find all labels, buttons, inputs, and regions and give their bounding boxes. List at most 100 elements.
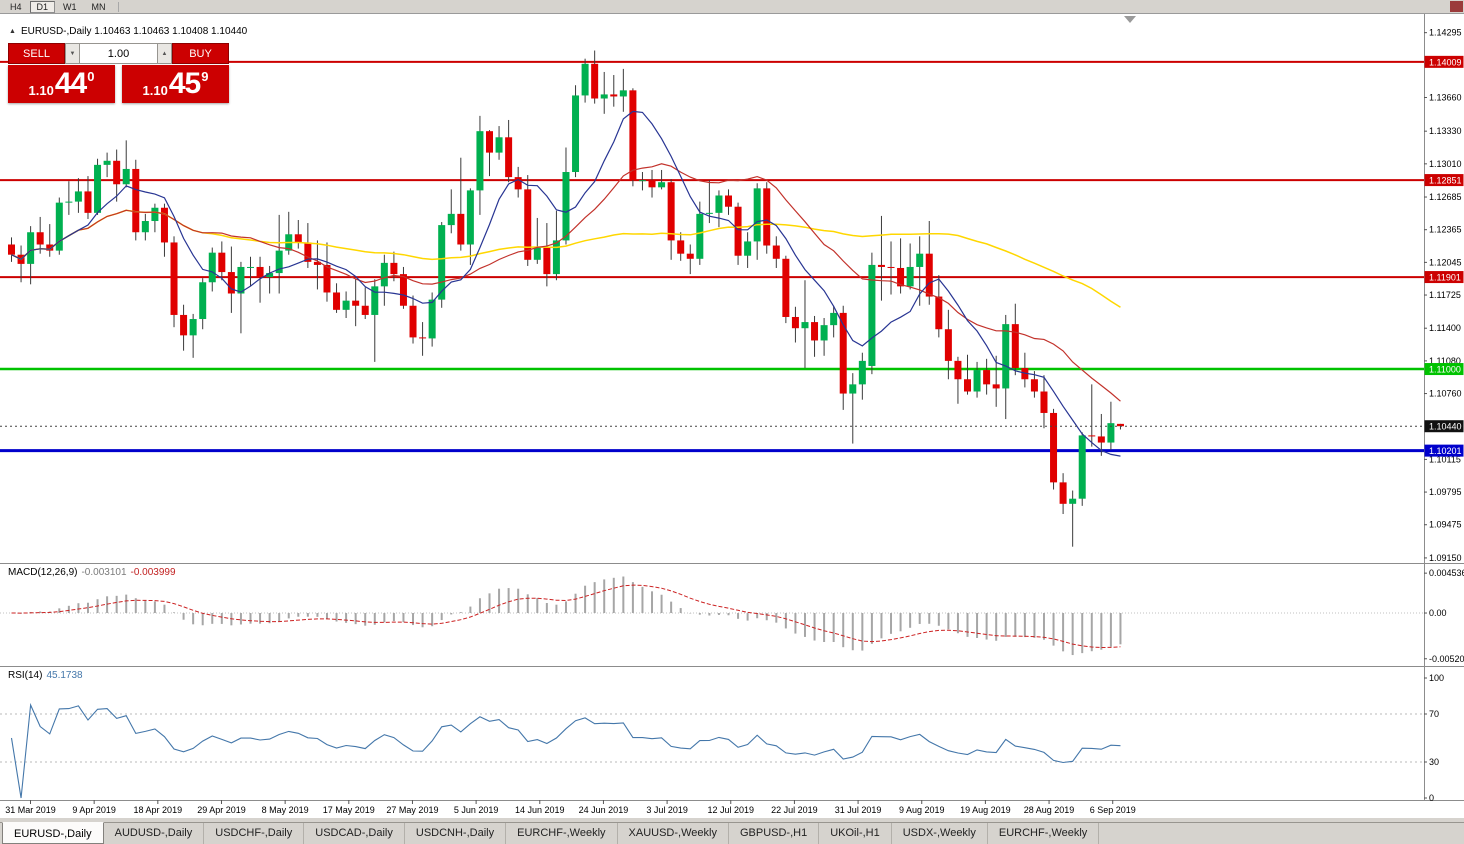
chart-tab-usdx-weekly[interactable]: USDX-,Weekly (892, 823, 988, 844)
date-axis-label[interactable]: 18 Apr 2019 (134, 805, 183, 815)
timeframe-toolbar: H4 D1 W1 MN (0, 0, 1464, 14)
date-axis-label[interactable]: 5 Jun 2019 (454, 805, 499, 815)
date-axis-label[interactable]: 19 Aug 2019 (960, 805, 1011, 815)
chart-tab-xauusd-weekly[interactable]: XAUUSD-,Weekly (618, 823, 729, 844)
chart-tab-gbpusd-h1[interactable]: GBPUSD-,H1 (729, 823, 820, 844)
macd-axis-label: 0.00 (1429, 608, 1447, 618)
timeframe-h4-button[interactable]: H4 (3, 1, 29, 13)
timeframe-mn-button[interactable]: MN (85, 1, 113, 13)
volume-decrease-button[interactable]: ▼ (65, 43, 80, 64)
date-axis-label[interactable]: 27 May 2019 (386, 805, 438, 815)
price-badge-1.10201-label: 1.10201 (1429, 446, 1462, 456)
macd-signal-line (11, 584, 1121, 649)
price-axis-label: 1.09795 (1429, 487, 1462, 497)
chart-tab-audusd-daily[interactable]: AUDUSD-,Daily (104, 823, 205, 844)
ma-fast-line (11, 110, 1121, 457)
candlesticks-layer (8, 50, 1124, 547)
price-axis-label: 1.11080 (1429, 356, 1461, 366)
date-axis-label[interactable]: 31 Mar 2019 (5, 805, 56, 815)
price-badge-1.12851 (1424, 174, 1464, 187)
horizontal-lines-layer (0, 60, 1424, 453)
price-axis-label: 1.10760 (1429, 389, 1462, 399)
rsi-axis-label: 70 (1429, 709, 1439, 719)
chart-tab-usdcnh-daily[interactable]: USDCNH-,Daily (405, 823, 507, 844)
date-axis-label[interactable]: 3 Jul 2019 (646, 805, 688, 815)
timeframe-d1-button[interactable]: D1 (29, 0, 56, 13)
timeframe-w1-button[interactable]: W1 (56, 1, 84, 13)
collapse-panel-icon[interactable]: ▲ (9, 28, 16, 35)
price-axis-label: 1.09475 (1429, 520, 1462, 530)
price-axis-label: 1.11400 (1429, 323, 1461, 333)
chart-tab-usdcad-daily[interactable]: USDCAD-,Daily (304, 823, 405, 844)
buy-price-big: 45 (168, 67, 201, 100)
price-badge-1.11000 (1424, 363, 1464, 376)
chart-tab-ukoil-h1[interactable]: UKOil-,H1 (819, 823, 892, 844)
macd-value: -0.003101 (81, 567, 127, 578)
sell-price-pip: 0 (87, 69, 95, 84)
chevron-up-icon: ▲ (161, 50, 168, 57)
price-badge-1.10201 (1424, 444, 1464, 457)
date-axis-label[interactable]: 24 Jun 2019 (579, 805, 629, 815)
date-axis-label[interactable]: 31 Jul 2019 (835, 805, 882, 815)
date-axis-label[interactable]: 29 Apr 2019 (197, 805, 246, 815)
chart-ohlc-text: EURUSD-,Daily 1.10463 1.10463 1.10408 1.… (20, 26, 248, 37)
buy-price-prefix: 1.10 (142, 83, 168, 98)
rsi-axis-label: 0 (1429, 793, 1434, 803)
chart-shift-marker-icon[interactable] (1124, 16, 1136, 23)
price-badge-1.11901-label: 1.11901 (1429, 273, 1461, 283)
price-axis-label: 1.11725 (1429, 290, 1461, 300)
sell-price-big: 44 (54, 67, 87, 100)
date-axis-label[interactable]: 22 Jul 2019 (771, 805, 818, 815)
date-axis-label[interactable]: 14 Jun 2019 (515, 805, 565, 815)
sell-button[interactable]: SELL (8, 43, 65, 64)
date-axis-label[interactable]: 28 Aug 2019 (1024, 805, 1075, 815)
chart-tab-usdchf-daily[interactable]: USDCHF-,Daily (204, 823, 305, 844)
one-click-trade-panel: SELL ▼ ▲ BUY 1.10 44 0 1.10 45 9 (8, 43, 229, 103)
volume-input[interactable] (80, 43, 157, 64)
rsi-axis-label: 100 (1429, 673, 1444, 683)
current-price-badge-label: 1.10440 (1429, 422, 1462, 432)
date-axis-label[interactable]: 9 Apr 2019 (72, 805, 116, 815)
price-axis-label: 1.13660 (1429, 92, 1462, 102)
chart-tab-eurchf-weekly[interactable]: EURCHF-,Weekly (506, 823, 618, 844)
macd-name: MACD(12,26,9) (8, 567, 78, 578)
date-axis-label[interactable]: 9 Aug 2019 (899, 805, 945, 815)
buy-button[interactable]: BUY (172, 43, 229, 64)
macd-signal-value: -0.003999 (130, 567, 176, 578)
toolbar-separator (117, 1, 119, 12)
date-axis-label[interactable]: 12 Jul 2019 (707, 805, 754, 815)
date-axis-label[interactable]: 8 May 2019 (262, 805, 309, 815)
price-axis-label: 1.10115 (1429, 454, 1461, 464)
chart-tab-eurusd-daily[interactable]: EURUSD-,Daily (2, 822, 104, 844)
price-axis-label: 1.12045 (1429, 257, 1462, 267)
window-corner-accent (1450, 1, 1463, 12)
chart-ohlc-header: ▲ EURUSD-,Daily 1.10463 1.10463 1.10408 … (9, 26, 247, 37)
price-badge-1.11000-label: 1.11000 (1429, 365, 1461, 375)
sell-price-display[interactable]: 1.10 44 0 (8, 65, 115, 103)
price-axis-label: 1.14295 (1429, 28, 1462, 38)
price-axis-label: 1.12365 (1429, 225, 1462, 235)
rsi-line (10, 702, 1121, 799)
macd-axis-label: -0.005205 (1429, 654, 1464, 664)
volume-increase-button[interactable]: ▲ (157, 43, 172, 64)
chart-tab-eurchf-weekly[interactable]: EURCHF-,Weekly (988, 823, 1100, 844)
macd-indicator-label: MACD(12,26,9) -0.003101 -0.003999 (8, 567, 176, 578)
moving-averages-layer (11, 110, 1121, 457)
macd-histogram-layer (20, 576, 1122, 656)
price-axis-label: 1.13330 (1429, 126, 1462, 136)
price-axis-label: 1.09150 (1429, 553, 1462, 563)
rsi-value: 45.1738 (46, 670, 83, 681)
date-axis-label[interactable]: 17 May 2019 (323, 805, 375, 815)
date-axis-label[interactable]: 6 Sep 2019 (1090, 805, 1136, 815)
price-badge-1.11901 (1424, 271, 1464, 284)
sell-price-prefix: 1.10 (28, 83, 54, 98)
price-axis-label: 1.12685 (1429, 192, 1462, 202)
price-badge-1.14009 (1424, 55, 1464, 68)
buy-price-pip: 9 (201, 69, 209, 84)
rsi-axis-label: 30 (1429, 757, 1439, 767)
buy-price-display[interactable]: 1.10 45 9 (122, 65, 229, 103)
chart-background (0, 14, 1464, 818)
price-badge-1.12851-label: 1.12851 (1429, 176, 1462, 186)
